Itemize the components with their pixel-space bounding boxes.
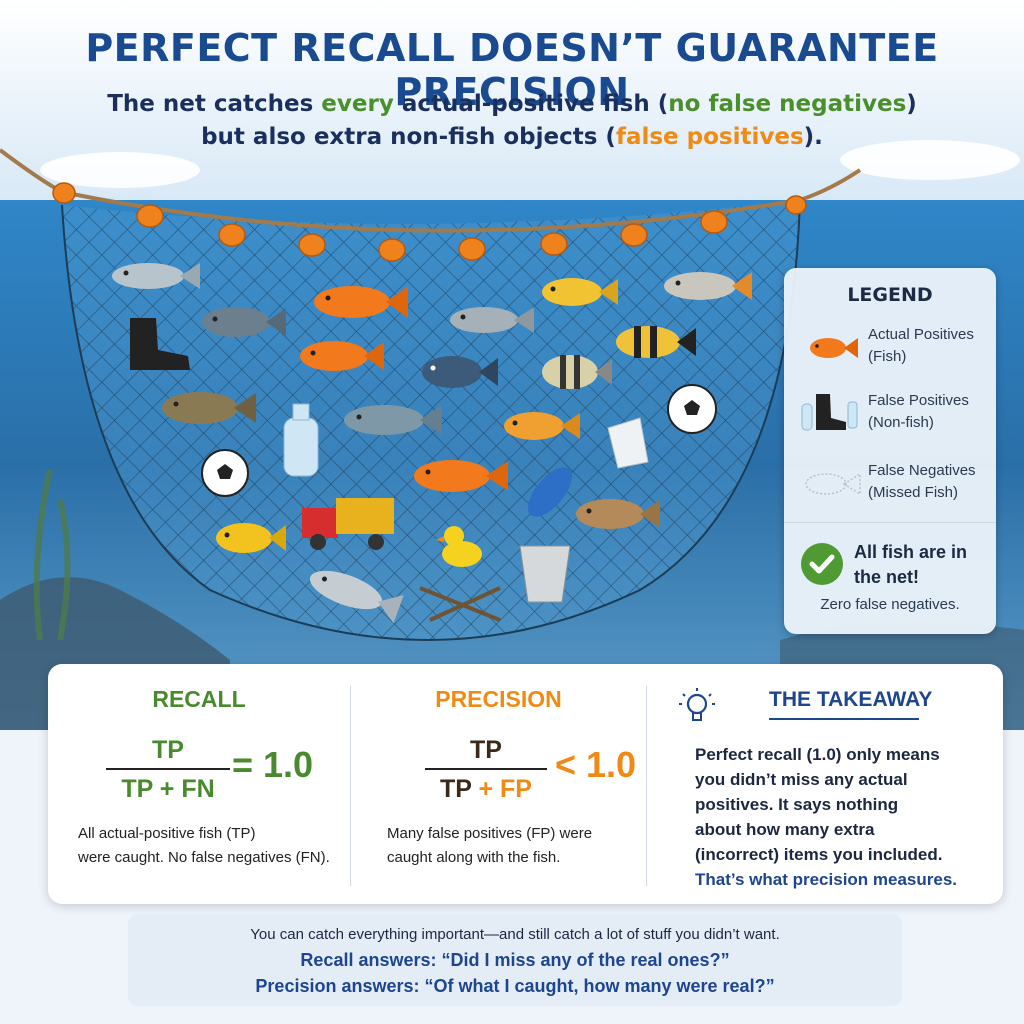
precision-card: PRECISION TP TP + FP < 1.0 Many false po… — [350, 686, 646, 886]
float — [136, 204, 164, 228]
fish-icon — [202, 307, 286, 337]
legend-label: False Positives (Non-fish) — [868, 392, 969, 431]
takeaway-card: THE TAKEAWAY Perfect recall (1.0) only m… — [646, 686, 1003, 889]
recall-numerator: TP — [152, 736, 184, 764]
fish-icon — [542, 355, 612, 389]
legend-item-actual-positives: Actual Positives (Fish) — [800, 322, 990, 372]
float — [620, 223, 648, 247]
recall-title: RECALL — [152, 686, 246, 712]
precision-numerator: TP — [470, 736, 502, 764]
fish-icon — [344, 405, 442, 435]
fish-icon — [450, 307, 534, 333]
float — [218, 223, 246, 247]
float — [378, 238, 406, 262]
caught-fish — [112, 263, 752, 624]
caught-junk — [130, 318, 717, 622]
precision-formula: TP TP + FP — [425, 734, 547, 806]
metrics-cards: RECALL TP TP + FN = 1.0 All actual-posit… — [48, 664, 1003, 904]
goldfish-icon — [810, 338, 858, 358]
takeaway-title: THE TAKEAWAY — [769, 688, 933, 711]
fish-icon — [576, 499, 660, 529]
seaweed — [33, 469, 71, 641]
float — [298, 233, 326, 257]
recall-formula: TP TP + FN — [106, 734, 230, 806]
boot-icon — [130, 318, 190, 370]
summary-line-2: Recall answers: “Did I miss any of the r… — [300, 950, 730, 970]
precision-description: Many false positives (FP) were caught alo… — [387, 825, 593, 866]
sticks-icon — [419, 586, 501, 622]
page-subtitle: The net catches every actual-positive fi… — [0, 88, 1024, 154]
fraction-bar — [106, 768, 230, 770]
check-row: All fish are in the net! — [800, 538, 990, 594]
precision-result: < 1.0 — [555, 744, 637, 785]
float — [458, 237, 486, 261]
float — [52, 182, 76, 204]
recall-result: = 1.0 — [232, 744, 314, 785]
check-text: All fish are in the net! — [854, 542, 968, 587]
bucket-icon — [519, 545, 571, 603]
legend-item-false-positives: False Positives (Non-fish) — [800, 388, 990, 438]
fish-icon — [616, 326, 696, 358]
float — [700, 210, 728, 234]
net-rim — [61, 199, 801, 641]
recall-description: All actual-positive fish (TP) were caught… — [78, 825, 330, 866]
net-floats — [52, 182, 807, 262]
cloud — [840, 140, 1020, 180]
recall-card: RECALL TP TP + FN = 1.0 All actual-posit… — [48, 664, 350, 904]
check-icon — [801, 543, 843, 585]
fish-icon — [300, 341, 384, 371]
plastic-bag-icon — [607, 417, 649, 469]
float — [540, 232, 568, 256]
summary-box: You can catch everything important—and s… — [128, 914, 902, 1006]
title-underline — [769, 718, 919, 720]
summary-line-1: You can catch everything important—and s… — [250, 926, 780, 943]
fish-icon — [162, 392, 256, 424]
legend-panel: LEGEND Actual Positives (Fish) False Posi… — [784, 268, 996, 634]
precision-denominator: TP + FP — [440, 775, 532, 803]
fish-outline-icon — [805, 472, 861, 496]
rubber-duck-icon — [436, 526, 482, 567]
toy-truck-icon — [302, 498, 394, 550]
float — [785, 195, 807, 215]
fish-icon — [309, 570, 404, 624]
legend-title: LEGEND — [847, 284, 933, 306]
page-title: PERFECT RECALL DOESN’T GUARANTEE PRECISI… — [85, 26, 939, 114]
cloud — [40, 152, 200, 188]
fish-icon — [112, 263, 200, 289]
bottle-icon — [283, 403, 319, 477]
fish-icon — [314, 286, 408, 318]
takeaway-body: Perfect recall (1.0) only means you didn… — [695, 745, 958, 889]
recall-denominator: TP + FN — [121, 775, 215, 803]
legend-item-false-negatives: False Negatives (Missed Fish) — [800, 458, 990, 508]
flip-flop-icon — [527, 467, 573, 517]
fish-icon — [414, 460, 508, 492]
fish-icon — [664, 272, 752, 300]
precision-title: PRECISION — [435, 686, 562, 712]
fish-icon — [504, 412, 580, 440]
soccer-ball-icon — [201, 449, 249, 497]
fish-icon — [422, 356, 498, 388]
fraction-bar — [425, 768, 547, 770]
check-note: Zero false negatives. — [820, 596, 960, 613]
fish-icon — [216, 523, 286, 553]
subtitle-line-1: The net catches every actual-positive fi… — [107, 91, 917, 117]
legend-label: Actual Positives (Fish) — [868, 326, 974, 365]
fish-icon — [542, 278, 618, 306]
legend-label: False Negatives (Missed Fish) — [868, 462, 976, 501]
summary-line-3: Precision answers: “Of what I caught, ho… — [255, 976, 775, 996]
legend-divider — [784, 522, 996, 523]
soccer-ball-icon — [667, 384, 717, 434]
subtitle-line-2: but also extra non-fish objects (false p… — [201, 124, 823, 150]
boot-and-bottle-icon — [801, 394, 858, 431]
lightbulb-icon — [679, 688, 715, 721]
